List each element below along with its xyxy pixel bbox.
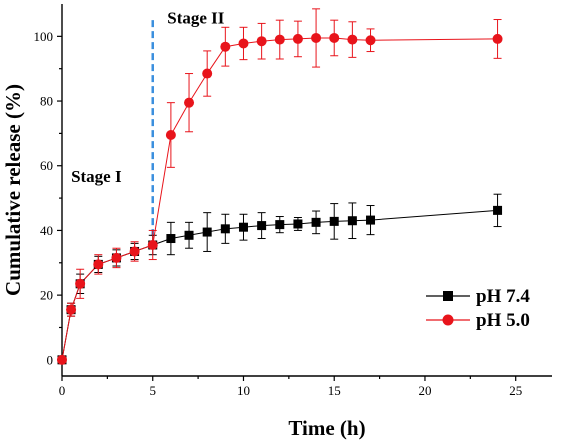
- data-point-ph50: [66, 304, 77, 315]
- data-point-ph50: [129, 246, 140, 257]
- data-point-ph50: [256, 36, 267, 47]
- data-point-ph74: [184, 230, 194, 240]
- data-point-ph50: [220, 41, 231, 52]
- y-tick-label: 60: [40, 158, 53, 173]
- y-tick-label: 0: [47, 352, 54, 367]
- legend-marker-ph74: [443, 291, 453, 301]
- y-tick-label: 20: [40, 288, 53, 303]
- x-tick-label: 10: [237, 383, 250, 398]
- legend-marker-ph50: [442, 314, 454, 326]
- data-point-ph50: [111, 252, 122, 263]
- data-point-ph50: [347, 34, 358, 45]
- data-point-ph74: [275, 220, 285, 230]
- data-point-ph50: [184, 97, 195, 108]
- data-point-ph74: [493, 205, 503, 215]
- data-point-ph74: [220, 224, 230, 234]
- data-point-ph50: [147, 239, 158, 250]
- data-point-ph74: [347, 216, 357, 226]
- data-point-ph50: [492, 33, 503, 44]
- data-point-ph74: [238, 222, 248, 232]
- data-point-ph50: [165, 130, 176, 141]
- y-tick-label: 80: [40, 94, 53, 109]
- x-tick-label: 0: [59, 383, 66, 398]
- y-tick-label: 100: [34, 29, 54, 44]
- data-point-ph50: [57, 354, 67, 365]
- x-tick-label: 25: [509, 383, 522, 398]
- data-point-ph50: [75, 278, 86, 289]
- data-point-ph50: [93, 259, 104, 270]
- legend-label-ph74: pH 7.4: [476, 286, 530, 307]
- x-tick-label: 15: [328, 383, 341, 398]
- data-point-ph50: [238, 38, 249, 49]
- data-point-ph50: [202, 68, 213, 79]
- data-point-ph74: [329, 216, 339, 226]
- series-line-ph50: [61, 37, 498, 360]
- data-point-ph74: [366, 215, 376, 225]
- x-tick-label: 5: [149, 383, 156, 398]
- x-tick-label: 20: [418, 383, 431, 398]
- data-point-ph74: [257, 221, 267, 231]
- y-tick-label: 40: [40, 223, 53, 238]
- y-axis-title: Cumulative release (%): [1, 84, 25, 296]
- data-point-ph50: [311, 32, 322, 43]
- legend-label-ph50: pH 5.0: [476, 310, 530, 331]
- data-point-ph50: [292, 33, 303, 44]
- data-point-ph74: [293, 219, 303, 229]
- data-point-ph50: [274, 34, 285, 45]
- data-point-ph50: [329, 32, 340, 43]
- data-point-ph74: [166, 234, 176, 244]
- annotation-stage-1: Stage I: [71, 167, 122, 186]
- x-axis-title: Time (h): [288, 416, 365, 440]
- data-point-ph74: [311, 217, 321, 227]
- annotation-stage-2: Stage II: [167, 8, 225, 27]
- data-point-ph50: [365, 35, 376, 46]
- data-point-ph74: [202, 227, 212, 237]
